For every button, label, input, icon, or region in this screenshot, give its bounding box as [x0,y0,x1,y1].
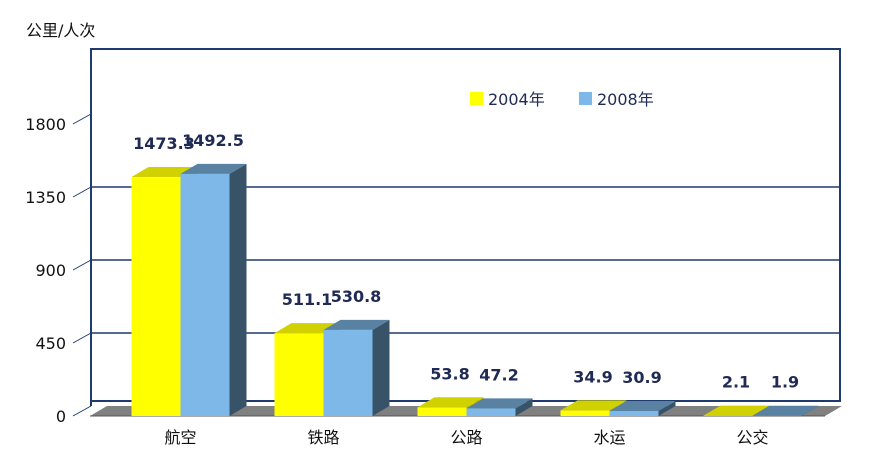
legend-item-1: 2008年 [579,90,654,109]
bar-top [752,405,819,416]
x-tick-label: 铁路 [307,428,339,447]
data-label: 34.9 [573,367,612,386]
bar-top [560,400,627,411]
data-label: 30.9 [622,368,661,387]
bars [131,163,819,416]
bar-side [372,319,390,416]
y-tick-label: 450 [35,334,66,353]
bar-top [323,319,390,330]
y-tick-label: 900 [35,261,66,280]
x-tick-label: 航空 [164,428,196,447]
bar-side [515,398,533,416]
bar-2008-2 [466,398,533,416]
y-tick-mark [72,259,92,271]
data-label: 2.1 [722,373,750,392]
bar-side [229,163,247,416]
bar-2008-0 [180,163,247,416]
y-tick-label: 1350 [25,188,66,207]
bar-front [180,173,230,416]
y-tick-mark [72,405,92,417]
data-label: 53.8 [430,364,469,383]
bar-2008-3 [609,400,676,416]
bar-front [274,333,324,416]
bar-front [560,410,610,416]
bar-top [180,163,247,174]
legend-label: 2008年 [597,90,654,109]
legend-label: 2004年 [488,90,545,109]
y-axis-unit-label: 公里/人次 [26,21,95,40]
bar-front [131,176,181,416]
bar-top [609,400,676,411]
data-label: 530.8 [331,287,382,306]
bar-2008-1 [323,319,390,416]
x-axis-categories: 航空 铁路 公路 水运 公交 [164,428,768,447]
bar-top [703,405,770,416]
y-tick-mark [72,332,92,344]
x-tick-label: 水运 [593,428,625,447]
legend-item-0: 2004年 [470,90,545,109]
y-tick-mark [72,186,92,198]
legend: 2004年 2008年 [470,90,654,109]
bar-front [323,329,373,416]
bar-front [609,410,659,416]
bar-top [417,397,484,408]
data-label: 511.1 [282,290,333,309]
data-label: 1.9 [771,373,799,392]
bar-front [466,408,516,416]
data-label: 1492.5 [182,131,244,150]
bar-side [801,405,819,416]
data-label: 1473.3 [133,134,195,153]
legend-swatch [579,92,592,105]
data-label: 47.2 [479,365,518,384]
y-tick-label: 0 [56,407,66,426]
legend-swatch [470,92,483,105]
bar-front [417,407,467,416]
y-tick-label: 1800 [25,115,66,134]
bar-top [466,398,533,409]
x-tick-label: 公路 [450,428,482,447]
y-tick-mark [72,113,92,125]
y-axis-ticks: 0 450 900 1350 1800 [25,49,92,426]
bar-side [658,400,676,416]
x-tick-label: 公交 [736,428,768,447]
bar-2008-4 [752,405,819,416]
